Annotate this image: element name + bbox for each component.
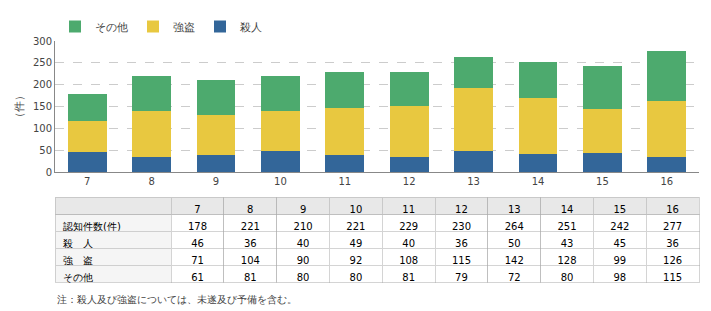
svg-text:98: 98 bbox=[613, 272, 626, 283]
svg-text:9: 9 bbox=[213, 176, 219, 187]
svg-text:178: 178 bbox=[188, 221, 207, 232]
svg-text:229: 229 bbox=[399, 221, 418, 232]
svg-text:200: 200 bbox=[33, 79, 52, 90]
svg-text:128: 128 bbox=[557, 255, 576, 266]
svg-text:242: 242 bbox=[610, 221, 629, 232]
svg-text:11: 11 bbox=[402, 204, 415, 215]
svg-text:8: 8 bbox=[247, 204, 253, 215]
svg-text:92: 92 bbox=[350, 255, 363, 266]
svg-text:80: 80 bbox=[561, 272, 574, 283]
svg-text:126: 126 bbox=[663, 255, 682, 266]
svg-text:16: 16 bbox=[660, 176, 673, 187]
svg-text:36: 36 bbox=[244, 238, 257, 249]
svg-text:72: 72 bbox=[508, 272, 521, 283]
svg-text:104: 104 bbox=[241, 255, 260, 266]
svg-text:15: 15 bbox=[596, 176, 609, 187]
svg-text:その他: その他 bbox=[95, 21, 128, 34]
svg-text:61: 61 bbox=[191, 272, 204, 283]
svg-text:81: 81 bbox=[402, 272, 415, 283]
svg-text:43: 43 bbox=[561, 238, 574, 249]
svg-text:16: 16 bbox=[666, 204, 679, 215]
svg-text:210: 210 bbox=[294, 221, 313, 232]
svg-text:115: 115 bbox=[663, 272, 682, 283]
svg-text:230: 230 bbox=[452, 221, 471, 232]
svg-text:14: 14 bbox=[561, 204, 574, 215]
svg-text:強 盗: 強 盗 bbox=[63, 255, 93, 266]
svg-text:251: 251 bbox=[557, 221, 576, 232]
svg-text:46: 46 bbox=[191, 238, 204, 249]
svg-text:13: 13 bbox=[508, 204, 521, 215]
svg-text:殺 人: 殺 人 bbox=[63, 238, 93, 249]
svg-text:100: 100 bbox=[33, 123, 52, 134]
svg-text:50: 50 bbox=[508, 238, 521, 249]
svg-text:49: 49 bbox=[350, 238, 363, 249]
svg-text:注：殺人及び強盗については、未遂及び予備を含む。: 注：殺人及び強盗については、未遂及び予備を含む。 bbox=[57, 294, 297, 305]
svg-text:81: 81 bbox=[244, 272, 257, 283]
svg-text:14: 14 bbox=[532, 176, 545, 187]
svg-text:40: 40 bbox=[297, 238, 310, 249]
svg-text:45: 45 bbox=[613, 238, 626, 249]
svg-text:7: 7 bbox=[84, 176, 90, 187]
svg-text:99: 99 bbox=[613, 255, 626, 266]
svg-text:36: 36 bbox=[666, 238, 679, 249]
svg-text:8: 8 bbox=[148, 176, 154, 187]
svg-text:300: 300 bbox=[33, 36, 52, 47]
svg-text:250: 250 bbox=[33, 57, 52, 68]
svg-text:0: 0 bbox=[46, 167, 52, 178]
svg-text:221: 221 bbox=[241, 221, 260, 232]
svg-text:80: 80 bbox=[297, 272, 310, 283]
svg-text:277: 277 bbox=[663, 221, 682, 232]
svg-text:10: 10 bbox=[274, 176, 287, 187]
svg-text:11: 11 bbox=[338, 176, 351, 187]
svg-text:142: 142 bbox=[505, 255, 524, 266]
svg-text:殺人: 殺人 bbox=[240, 21, 262, 34]
svg-text:10: 10 bbox=[350, 204, 363, 215]
svg-text:15: 15 bbox=[613, 204, 626, 215]
svg-text:36: 36 bbox=[455, 238, 468, 249]
svg-text:71: 71 bbox=[191, 255, 204, 266]
svg-text:115: 115 bbox=[452, 255, 471, 266]
svg-text:（件）: （件） bbox=[13, 90, 26, 123]
svg-text:264: 264 bbox=[505, 221, 524, 232]
svg-text:50: 50 bbox=[39, 145, 52, 156]
svg-text:12: 12 bbox=[403, 176, 416, 187]
svg-text:79: 79 bbox=[455, 272, 468, 283]
svg-text:13: 13 bbox=[467, 176, 480, 187]
svg-text:7: 7 bbox=[194, 204, 200, 215]
svg-text:12: 12 bbox=[455, 204, 468, 215]
svg-text:その他: その他 bbox=[63, 272, 93, 283]
svg-text:221: 221 bbox=[346, 221, 365, 232]
svg-text:認知件数(件): 認知件数(件) bbox=[63, 221, 121, 232]
svg-text:90: 90 bbox=[297, 255, 310, 266]
svg-text:150: 150 bbox=[33, 101, 52, 112]
svg-text:強盗: 強盗 bbox=[173, 21, 195, 34]
svg-text:108: 108 bbox=[399, 255, 418, 266]
svg-text:40: 40 bbox=[402, 238, 415, 249]
svg-text:80: 80 bbox=[350, 272, 363, 283]
svg-text:9: 9 bbox=[300, 204, 306, 215]
